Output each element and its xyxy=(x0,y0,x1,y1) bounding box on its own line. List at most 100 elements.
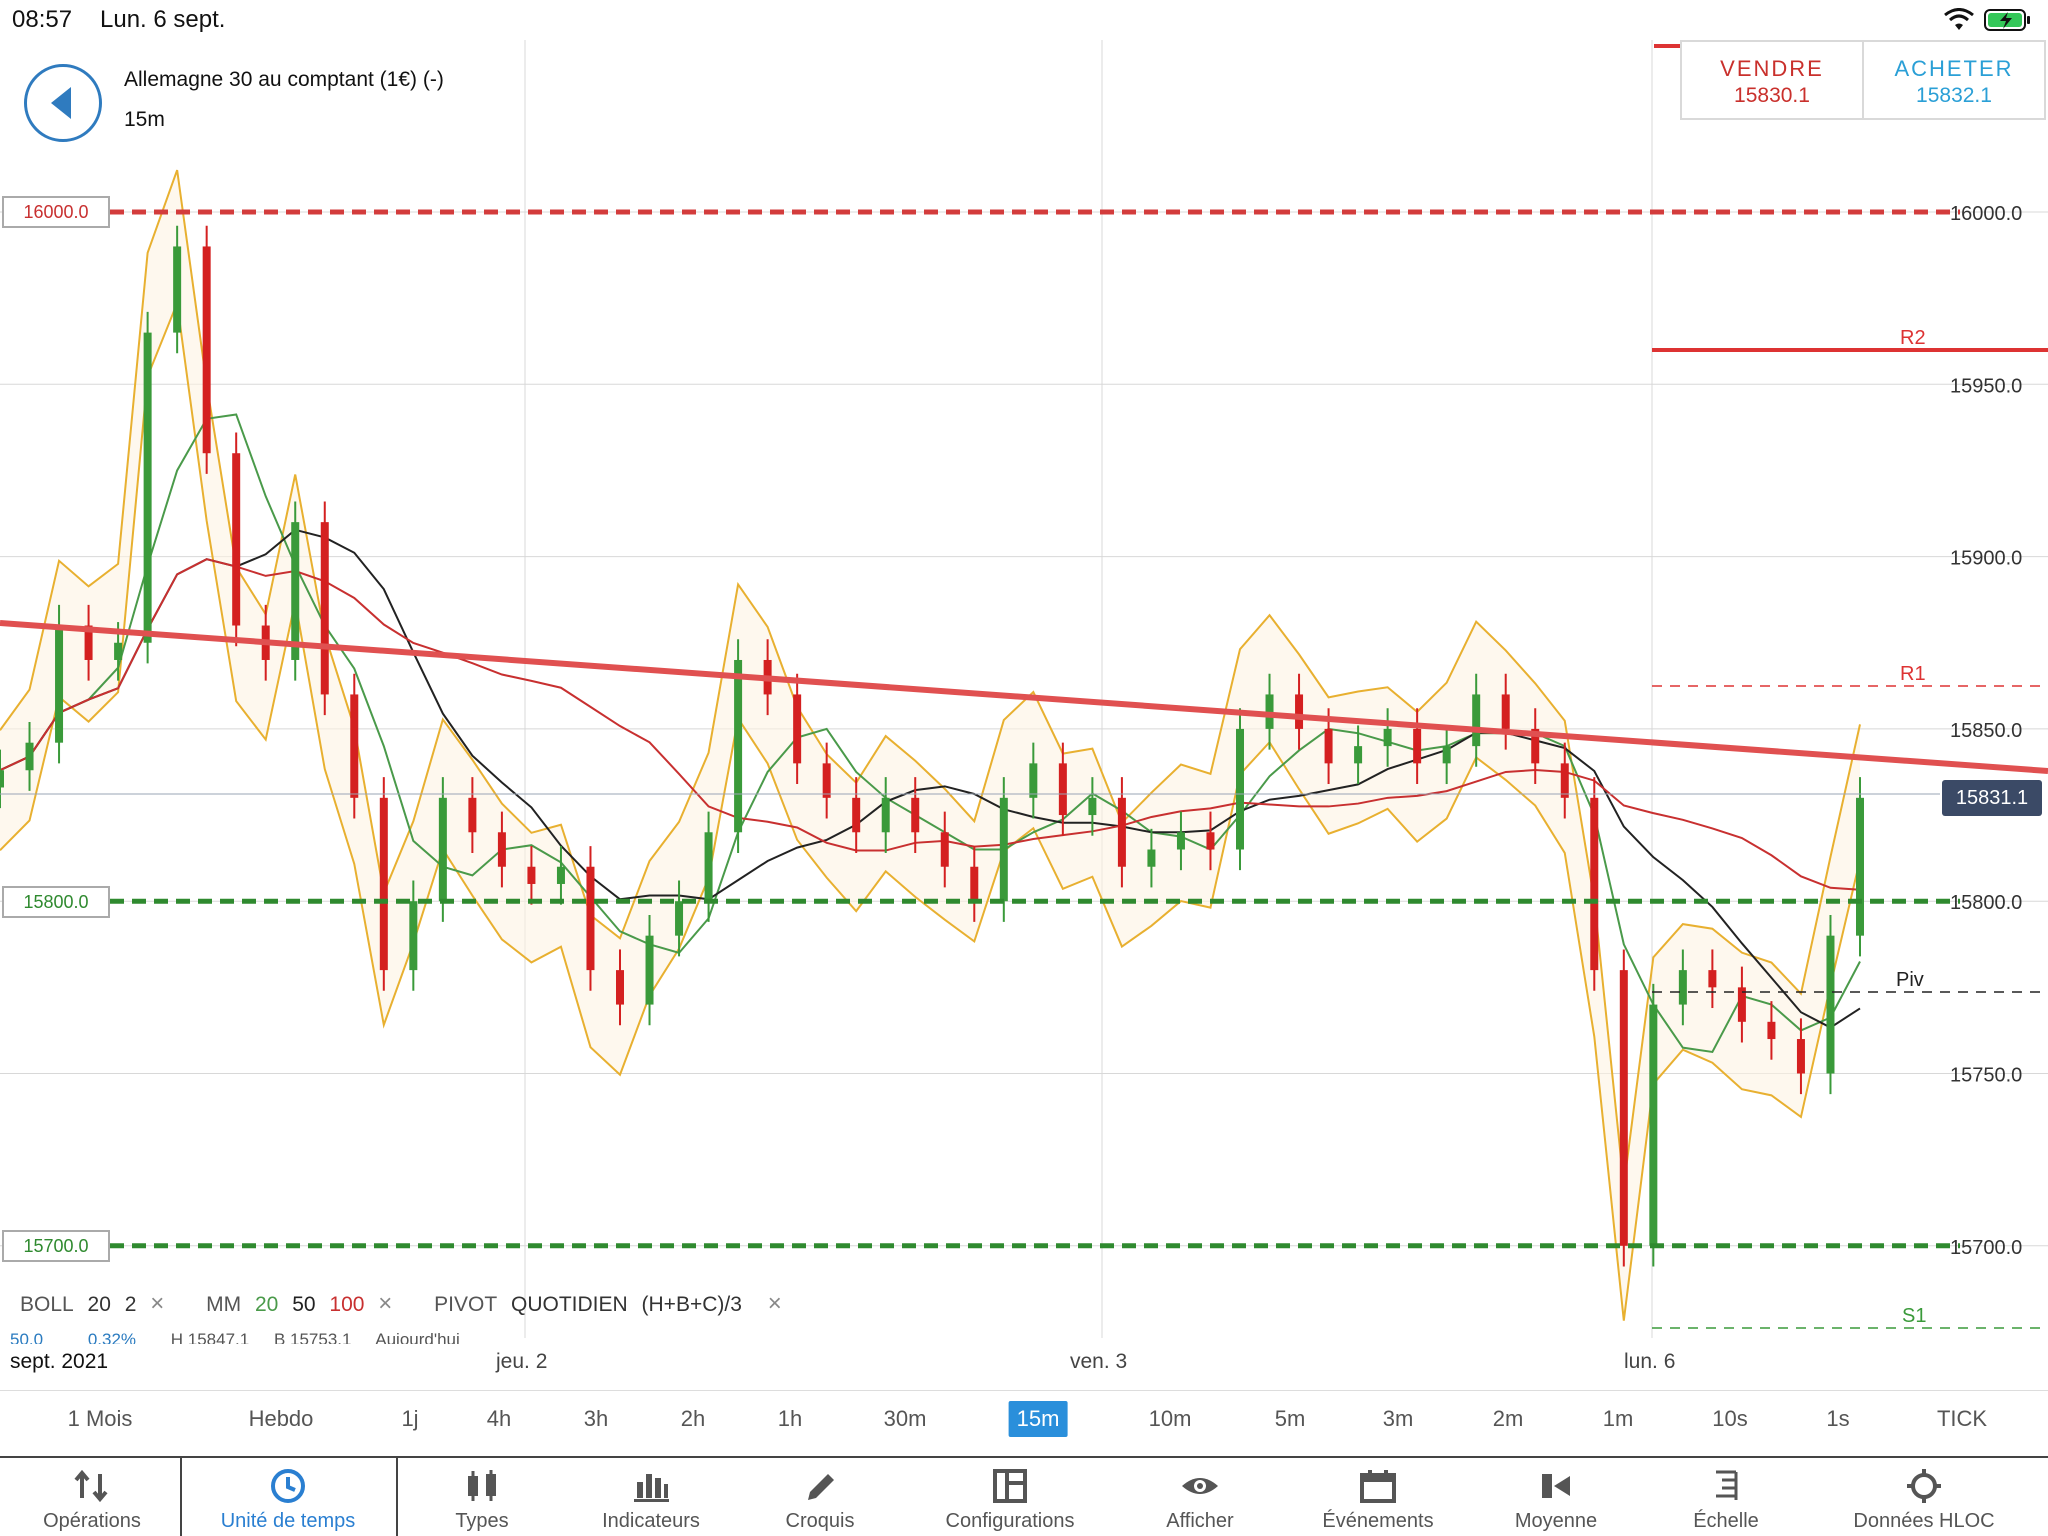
timeframe-1-mois[interactable]: 1 Mois xyxy=(67,1406,133,1431)
candle-body-53 xyxy=(1560,763,1569,798)
candle-body-63 xyxy=(1856,797,1864,936)
candle-body-52 xyxy=(1531,728,1540,764)
timeframe-10m[interactable]: 10m xyxy=(1148,1406,1192,1431)
info-low: B 15753.1 xyxy=(273,1330,352,1344)
candle-body-59 xyxy=(1737,987,1746,1022)
candle-body-1 xyxy=(25,742,34,771)
status-bar: 08:57 Lun. 6 sept. xyxy=(0,0,2048,40)
bollinger-lower-line xyxy=(0,299,1861,1321)
candle-body-29 xyxy=(852,797,861,833)
candle-body-8 xyxy=(232,453,241,626)
current-price-tag: 15831.1 xyxy=(1942,780,2042,816)
candle-body-4 xyxy=(114,642,123,660)
timeframe-3h[interactable]: 3h xyxy=(583,1406,609,1431)
back-arrow-icon xyxy=(51,87,71,119)
x-label-lun: lun. 6 xyxy=(1624,1350,1676,1373)
toolbar-label: Configurations xyxy=(945,1510,1075,1532)
legend-mm[interactable]: MM xyxy=(206,1293,242,1316)
timeframe-5m[interactable]: 5m xyxy=(1274,1406,1306,1431)
timeframe-2h[interactable]: 2h xyxy=(680,1406,706,1431)
y-tick-15700.0: 15700.0 xyxy=(1950,1237,2022,1259)
ma-100-line xyxy=(0,558,1861,891)
trend-line xyxy=(0,620,2048,774)
timeframe-1m[interactable]: 1m xyxy=(1602,1406,1634,1431)
candle-body-54 xyxy=(1590,797,1599,971)
level-tag-16000[interactable]: 16000.0 xyxy=(2,196,110,228)
indicator-legend: BOLL 20 2 × MM 20 50 100 × PIVOT QUOTIDI… xyxy=(20,1290,790,1318)
timeframe-1j[interactable]: 1j xyxy=(401,1406,419,1431)
timeframe-tick[interactable]: TICK xyxy=(1936,1406,1988,1431)
crosshair-icon xyxy=(1907,1469,1941,1503)
clock-icon xyxy=(271,1469,305,1503)
pivot-label-s1: S1 xyxy=(1902,1305,1926,1327)
toolbar-layout-button[interactable]: Configurations xyxy=(920,1458,1100,1536)
toolbar-scale-button[interactable]: Échelle xyxy=(1636,1458,1816,1536)
toolbar-crosshair-button[interactable]: Données HLOC xyxy=(1834,1458,2014,1536)
y-tick-15750.0: 15750.0 xyxy=(1950,1065,2022,1087)
back-button[interactable] xyxy=(24,64,102,142)
legend-pivot[interactable]: PIVOT xyxy=(434,1293,498,1316)
candle-body-25 xyxy=(734,659,743,833)
remove-mm-icon[interactable]: × xyxy=(378,1290,393,1317)
toolbar-sort-arrows-button[interactable]: Opérations xyxy=(2,1458,182,1536)
level-tag-15800[interactable]: 15800.0 xyxy=(2,886,110,918)
timeframe-10s[interactable]: 10s xyxy=(1712,1406,1748,1431)
pivot-label-r2: R2 xyxy=(1900,327,1926,349)
ma-20-line xyxy=(0,413,1861,1054)
toolbar-label: Types xyxy=(455,1510,509,1532)
eye-icon xyxy=(1182,1478,1218,1494)
candle-body-47 xyxy=(1383,728,1392,747)
legend-pivot-type: QUOTIDIEN xyxy=(511,1293,628,1316)
y-tick-15900.0: 15900.0 xyxy=(1950,548,2022,570)
remove-pivot-icon[interactable]: × xyxy=(767,1290,782,1317)
toolbar-label: Moyenne xyxy=(1514,1510,1598,1532)
remove-boll-icon[interactable]: × xyxy=(150,1290,165,1317)
candle-body-60 xyxy=(1767,1021,1776,1040)
status-time: 08:57 xyxy=(12,6,73,33)
toolbar-label: Opérations xyxy=(43,1510,141,1532)
candle-body-30 xyxy=(881,797,890,833)
buy-button[interactable]: ACHETER 15832.1 xyxy=(1862,42,2044,118)
wifi-icon xyxy=(1944,8,1974,30)
candle-body-41 xyxy=(1206,832,1215,850)
candle-body-17 xyxy=(497,832,506,867)
timeframe-1h[interactable]: 1h xyxy=(777,1406,803,1431)
x-label-month: sept. 2021 xyxy=(10,1350,109,1373)
toolbar-volume-button[interactable]: Moyenne xyxy=(1466,1458,1646,1536)
timeframe-15m[interactable]: 15m xyxy=(1008,1401,1068,1437)
candlestick-icon xyxy=(468,1470,496,1501)
info-change-pct: 0.32% xyxy=(87,1330,137,1344)
candle-body-20 xyxy=(586,866,595,971)
toolbar-bar-chart-button[interactable]: Indicateurs xyxy=(561,1458,741,1536)
trade-box: VENDRE 15830.1 ACHETER 15832.1 xyxy=(1680,40,2046,120)
candle-body-5 xyxy=(143,332,152,643)
toolbar-clock-button[interactable]: Unité de temps xyxy=(198,1458,378,1536)
candle-body-27 xyxy=(793,694,802,764)
legend-boll[interactable]: BOLL xyxy=(20,1293,74,1316)
timeframe-2m[interactable]: 2m xyxy=(1492,1406,1524,1431)
timeframe-3m[interactable]: 3m xyxy=(1382,1406,1414,1431)
sell-button[interactable]: VENDRE 15830.1 xyxy=(1682,42,1862,118)
timeframe-1s[interactable]: 1s xyxy=(1826,1406,1850,1431)
toolbar-pencil-button[interactable]: Croquis xyxy=(730,1458,910,1536)
candle-body-31 xyxy=(911,797,920,833)
sell-label: VENDRE xyxy=(1720,56,1824,81)
timeframe-30m[interactable]: 30m xyxy=(883,1406,927,1431)
candle-body-7 xyxy=(202,246,211,454)
price-chart[interactable]: 16000.0 15950.0 15900.0 15850.0 15800.0 15750… xyxy=(0,40,2048,1350)
info-high: H 15847.1 xyxy=(170,1330,250,1344)
y-tick-16000.0: 16000.0 xyxy=(1950,203,2022,225)
pivot-label-piv: Piv xyxy=(1896,969,1924,991)
candle-body-62 xyxy=(1826,935,1835,1074)
toolbar-eye-button[interactable]: Afficher xyxy=(1110,1458,1290,1536)
timeframe-bar: 1 Mois Hebdo 1j 4h 3h 2h 1h 30m 15m 10m 5m 3m 2m 1m 10… xyxy=(0,1390,2048,1446)
sell-price: 15830.1 xyxy=(1734,84,1810,107)
level-tag-15700[interactable]: 15700.0 xyxy=(2,1230,110,1262)
scale-icon xyxy=(1716,1470,1738,1500)
toolbar-candlestick-button[interactable]: Types xyxy=(392,1458,572,1536)
active-tab-frame xyxy=(180,1456,398,1536)
candle-body-55 xyxy=(1619,970,1628,1246)
toolbar-calendar-button[interactable]: Événements xyxy=(1288,1458,1468,1536)
timeframe-4h[interactable]: 4h xyxy=(486,1406,512,1431)
timeframe-hebdo[interactable]: Hebdo xyxy=(248,1406,314,1431)
